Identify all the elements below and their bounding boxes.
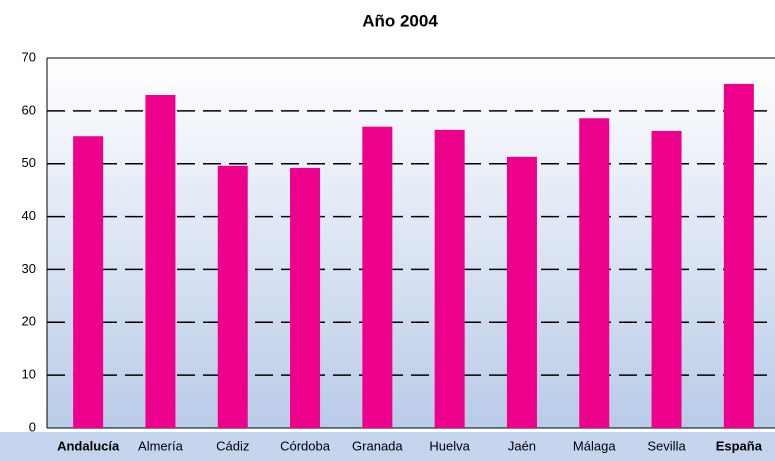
- x-tick-label: Huelva: [429, 438, 470, 453]
- y-tick-label: 20: [22, 314, 36, 329]
- y-tick-label: 30: [22, 261, 36, 276]
- bar: [434, 129, 465, 428]
- x-tick-label: Cádiz: [216, 438, 249, 453]
- x-tick-label: España: [716, 438, 763, 453]
- y-tick-label: 0: [29, 419, 36, 434]
- bar: [362, 126, 393, 428]
- chart-title: Año 2004: [362, 11, 438, 30]
- x-tick-label: Granada: [352, 438, 403, 453]
- x-tick-label: Andalucía: [57, 438, 120, 453]
- y-tick-label: 10: [22, 367, 36, 382]
- bar: [145, 95, 176, 428]
- x-tick-label: Almería: [138, 438, 184, 453]
- y-tick-label: 50: [22, 155, 36, 170]
- bar: [217, 165, 248, 429]
- bar: [506, 156, 537, 429]
- bar: [651, 130, 682, 428]
- bar: [73, 136, 104, 428]
- label-band: [0, 432, 775, 461]
- bar: [723, 83, 754, 429]
- bar: [290, 167, 321, 428]
- y-tick-label: 70: [22, 49, 36, 64]
- x-tick-label: Córdoba: [280, 438, 331, 453]
- bar: [579, 118, 610, 428]
- x-tick-label: Málaga: [573, 438, 616, 453]
- x-tick-label: Sevilla: [647, 438, 686, 453]
- y-tick-label: 60: [22, 102, 36, 117]
- x-tick-label: Jaén: [508, 438, 536, 453]
- y-tick-label: 40: [22, 208, 36, 223]
